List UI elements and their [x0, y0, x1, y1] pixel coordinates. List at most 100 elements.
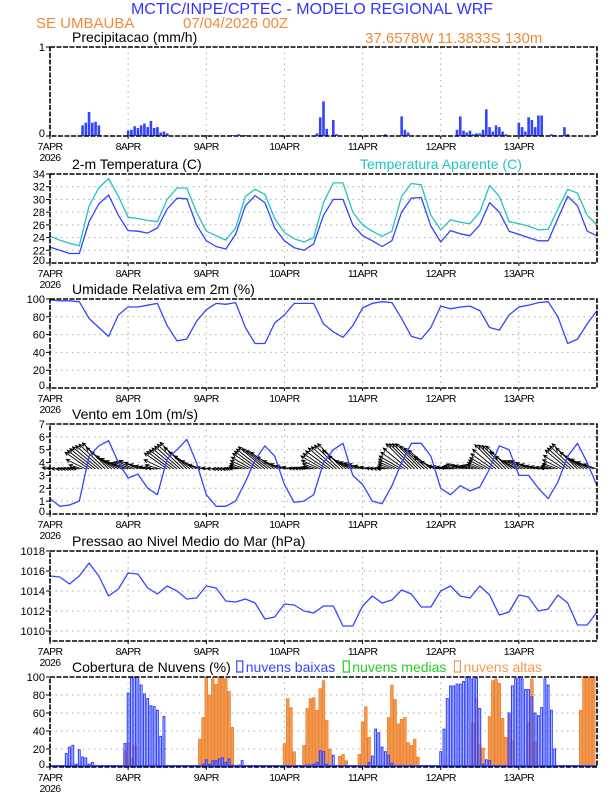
cloud-bar-high	[217, 676, 221, 768]
wind-arrow	[307, 447, 334, 470]
wind-arrow	[549, 445, 575, 470]
panel-title: Vento em 10m (m/s)	[72, 406, 198, 422]
x-tick-label: 10APR	[269, 646, 300, 658]
x-tick-label: 13APR	[504, 268, 535, 280]
cloud-bar-low	[452, 685, 456, 768]
precip-bar	[537, 115, 540, 136]
cloud-bar-high	[302, 745, 306, 768]
y-tick-label: 1	[39, 496, 45, 508]
x-tick-label: 13APR	[504, 646, 535, 658]
y-tick-label: 5	[39, 445, 45, 457]
cloud-bar-high	[305, 708, 309, 768]
x-tick-label: 9APR	[194, 519, 220, 531]
x-tick-label: 13APR	[504, 772, 535, 784]
wind-arrow	[470, 453, 494, 470]
wind-arrow	[382, 447, 409, 470]
cloud-bar-high	[201, 717, 205, 768]
x-year-label: 2026	[40, 657, 62, 669]
cloud-bar-low	[517, 676, 521, 768]
cloud-bar-high	[207, 694, 212, 768]
wind-arrow	[388, 442, 415, 470]
y-tick-label: 22	[33, 245, 45, 257]
wind-arrow	[235, 448, 262, 470]
cloud-bar-high	[579, 709, 583, 768]
cloud-bar-low	[322, 751, 325, 768]
precip-bar	[478, 133, 482, 136]
y-tick-label: 40	[33, 726, 45, 738]
cloud-bar-high	[592, 676, 596, 768]
cloud-bar-high	[211, 678, 215, 768]
cloud-bar-low	[71, 744, 75, 768]
wind-arrow	[385, 442, 412, 470]
wind-arrow	[541, 462, 559, 470]
cloud-bar-high	[585, 676, 589, 768]
wind-arrow	[541, 459, 562, 470]
wind-arrow	[151, 447, 178, 470]
precip-bar	[550, 134, 553, 136]
wind-arrow	[301, 462, 318, 470]
precip-bar	[563, 127, 566, 136]
precip-bar	[501, 131, 504, 136]
cloud-bar-low	[465, 676, 469, 768]
y-tick-label: 3	[39, 470, 45, 482]
precip-bar	[458, 116, 462, 136]
wind-arrow	[230, 456, 253, 470]
x-tick-label: 10APR	[269, 141, 300, 153]
precip-bar	[524, 131, 527, 136]
cloud-bar-high	[409, 745, 414, 768]
wind-arrow	[477, 444, 503, 470]
x-tick-label: 10APR	[269, 268, 300, 280]
y-tick-label: 6	[39, 432, 45, 444]
panel-4: 1010 1012 1014 1016 1018 Pressao ao Nivel Med…	[21, 533, 598, 669]
cloud-bar-low	[540, 707, 544, 768]
cloud-bar-high	[308, 698, 313, 768]
wind-arrow	[144, 463, 161, 470]
x-year-label: 2026	[40, 783, 62, 792]
cloud-bar-high	[289, 707, 293, 768]
x-tick-label: 7APR	[37, 519, 63, 531]
cloud-bar-low	[136, 676, 140, 768]
x-tick-label: 9APR	[194, 393, 220, 405]
main-title: MCTIC/INPE/CPTEC - MODELO REGIONAL WRF	[131, 1, 493, 18]
precip-bar	[481, 129, 485, 136]
cloud-bar-high	[500, 718, 505, 768]
panel-2: 0 20 40 60 80 100 Umidade Relativa em 2m (%) 7A…	[27, 281, 598, 416]
cloud-bar-high	[487, 716, 492, 768]
y-tick-label: 34	[33, 169, 45, 181]
cloud-bar-low	[523, 689, 527, 768]
cloud-bar-low	[507, 712, 511, 768]
x-tick-label: 10APR	[269, 772, 300, 784]
precip-bar	[165, 133, 169, 136]
cloud-bar-low	[123, 743, 127, 768]
wind-arrow	[569, 458, 591, 470]
x-tick-label: 12APR	[426, 393, 457, 405]
cloud-bar-low	[129, 677, 133, 768]
cloud-bar-high	[582, 676, 586, 768]
cloud-bar-low	[543, 678, 547, 768]
y-tick-label: 80	[33, 690, 45, 702]
x-tick-label: 11APR	[348, 646, 379, 658]
y-tick-label: 60	[33, 330, 45, 342]
wind-arrow	[110, 461, 129, 470]
cloud-bar-high	[403, 717, 407, 768]
y-tick-label: 7	[39, 419, 45, 431]
cloud-bar-low	[553, 748, 557, 768]
precip-bar	[530, 119, 534, 136]
wind-arrow	[68, 463, 83, 470]
cloud-bar-low	[536, 715, 540, 768]
series-line-temperatura-aparente	[49, 177, 598, 247]
location-coords: 37.6578W 11.3833S 130m	[365, 30, 542, 47]
precip-bar	[400, 116, 403, 136]
wind-arrow	[514, 461, 533, 470]
x-year-label: 2026	[40, 279, 62, 291]
cloud-bar-low	[510, 685, 514, 768]
y-tick-label: 1014	[21, 586, 45, 598]
wind-arrow	[143, 459, 165, 470]
wind-arrow	[310, 445, 337, 470]
x-tick-label: 8APR	[116, 268, 142, 280]
x-tick-label: 9APR	[194, 141, 220, 153]
wind-arrow	[143, 452, 168, 470]
x-tick-label: 12APR	[426, 268, 457, 280]
x-tick-label: 12APR	[426, 519, 457, 531]
